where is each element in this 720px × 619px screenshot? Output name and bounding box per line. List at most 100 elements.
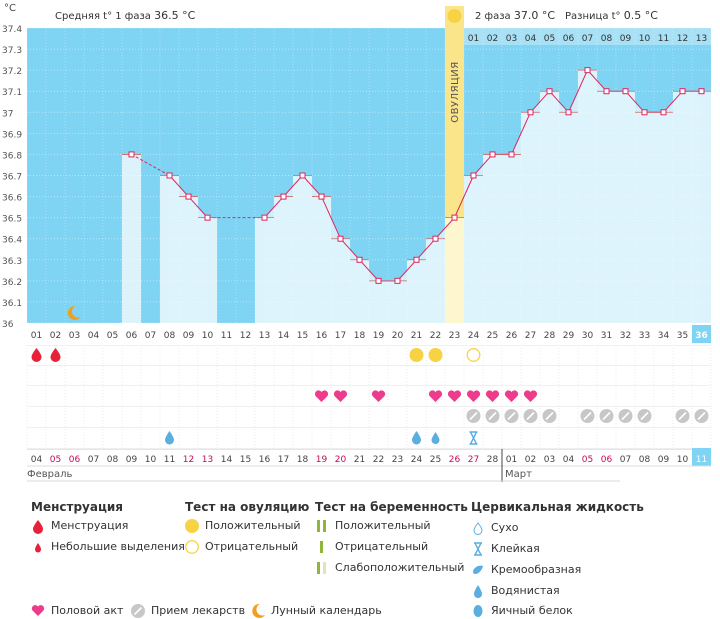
y-tick-label: 36.4	[2, 236, 22, 246]
temp-point	[546, 88, 553, 95]
blood-drop-icon	[31, 348, 42, 362]
cycle-day-label: 36	[695, 331, 708, 341]
temp-area-segment	[682, 91, 702, 323]
y-tick-label: 36.5	[2, 215, 22, 225]
date-label: 08	[639, 455, 651, 465]
legend-label: Положительный	[335, 519, 431, 532]
date-label: 05	[50, 455, 61, 465]
cycle-day-label: 05	[107, 331, 118, 341]
pill-stripe	[507, 411, 516, 421]
temp-line	[321, 196, 341, 239]
date-label: 14	[221, 455, 233, 465]
temp-line	[302, 175, 322, 197]
temp-area-segment	[644, 112, 664, 324]
temp-line	[568, 69, 588, 113]
temp-area-segment	[606, 91, 626, 323]
pill-stripe	[697, 411, 706, 421]
cycle-day-label: 27	[525, 331, 536, 341]
temp-line	[663, 90, 683, 113]
temp-line	[283, 175, 303, 197]
temp-point	[204, 214, 211, 221]
temp-point	[508, 151, 515, 158]
creamy-drop-icon	[431, 432, 440, 444]
legend-label: Небольшие выделения	[51, 540, 185, 553]
temp-point	[660, 109, 667, 116]
temp-difference: Разница t° 0.5 °C	[565, 9, 658, 22]
date-label: 28	[487, 455, 499, 465]
creamy-drop-icon	[473, 565, 483, 574]
legend-ovulation-test-title: Тест на овуляцию	[185, 500, 310, 514]
hourglass-icon	[474, 542, 482, 556]
date-label: 25	[430, 455, 441, 465]
cycle-day-label: 13	[259, 331, 270, 341]
temp-point	[394, 277, 401, 284]
empty-drop-icon	[473, 522, 483, 535]
date-label: 02	[525, 455, 536, 465]
temp-point	[565, 109, 572, 116]
heart-icon	[31, 605, 45, 616]
temp-line	[340, 238, 360, 261]
egg-white-icon	[473, 605, 483, 617]
temp-point	[470, 172, 477, 179]
date-label: 04	[31, 455, 43, 465]
temp-line	[264, 196, 284, 218]
row-line	[27, 427, 711, 428]
phase2-day-label: 01	[468, 34, 479, 44]
pill-stripe	[583, 411, 592, 421]
date-label: 24	[411, 455, 423, 465]
legend-label: Водянистая	[491, 584, 560, 597]
cycle-day-label: 10	[202, 331, 214, 341]
legend-label: Яичный белок	[491, 604, 573, 617]
heart-icon	[466, 390, 481, 402]
temp-line	[473, 154, 493, 176]
row-line	[27, 406, 711, 407]
month-label: Март	[505, 469, 532, 480]
row-line	[27, 385, 711, 386]
heart-icon	[447, 390, 462, 402]
water-drop-icon	[165, 431, 174, 445]
temp-point	[185, 193, 192, 200]
date-label: 04	[563, 455, 575, 465]
phase2-day-label: 06	[563, 34, 575, 44]
heart-icon	[504, 390, 519, 402]
temp-line	[454, 175, 474, 218]
moon-icon	[252, 603, 265, 618]
legend-pregnancy-test-title: Тест на беременность	[315, 500, 468, 514]
temp-area-segment	[625, 91, 645, 323]
blood-drop-icon	[33, 520, 43, 534]
y-tick-label: 37.4	[2, 25, 22, 35]
temp-area-segment	[283, 175, 303, 323]
date-label: 05	[582, 455, 593, 465]
phase2-day-label: 03	[506, 34, 517, 44]
date-label: 06	[69, 455, 81, 465]
date-label: 07	[88, 455, 99, 465]
temp-point	[166, 172, 173, 179]
cycle-day-label: 32	[620, 331, 631, 341]
cycle-day-label: 20	[392, 331, 404, 341]
legend-label: Отрицательный	[205, 540, 299, 553]
heart-icon	[428, 390, 443, 402]
ovulation-bar	[445, 217, 464, 323]
date-label: 09	[658, 455, 670, 465]
date-label: 09	[126, 455, 138, 465]
row-line	[27, 365, 711, 366]
heart-icon	[523, 390, 538, 402]
faint-lines-icon	[317, 562, 326, 574]
header-band	[27, 6, 711, 28]
phase2-day-label: 13	[696, 34, 707, 44]
temp-area-segment	[568, 70, 588, 324]
cycle-day-label: 09	[183, 331, 195, 341]
date-label: 11	[164, 455, 175, 465]
ovulation-test-positive-icon	[409, 348, 424, 362]
legend-label: Кремообразная	[491, 563, 582, 576]
legend-label: Сухо	[491, 521, 519, 534]
heart-icon	[333, 390, 348, 402]
cycle-day-label: 24	[468, 331, 480, 341]
cycle-day-label: 03	[69, 331, 80, 341]
phase2-day-band	[464, 28, 711, 45]
phase2-day-label: 09	[620, 34, 632, 44]
pill-stripe	[640, 411, 649, 421]
phase2-day-label: 08	[601, 34, 613, 44]
cycle-day-label: 34	[658, 331, 670, 341]
date-label: 15	[240, 455, 251, 465]
